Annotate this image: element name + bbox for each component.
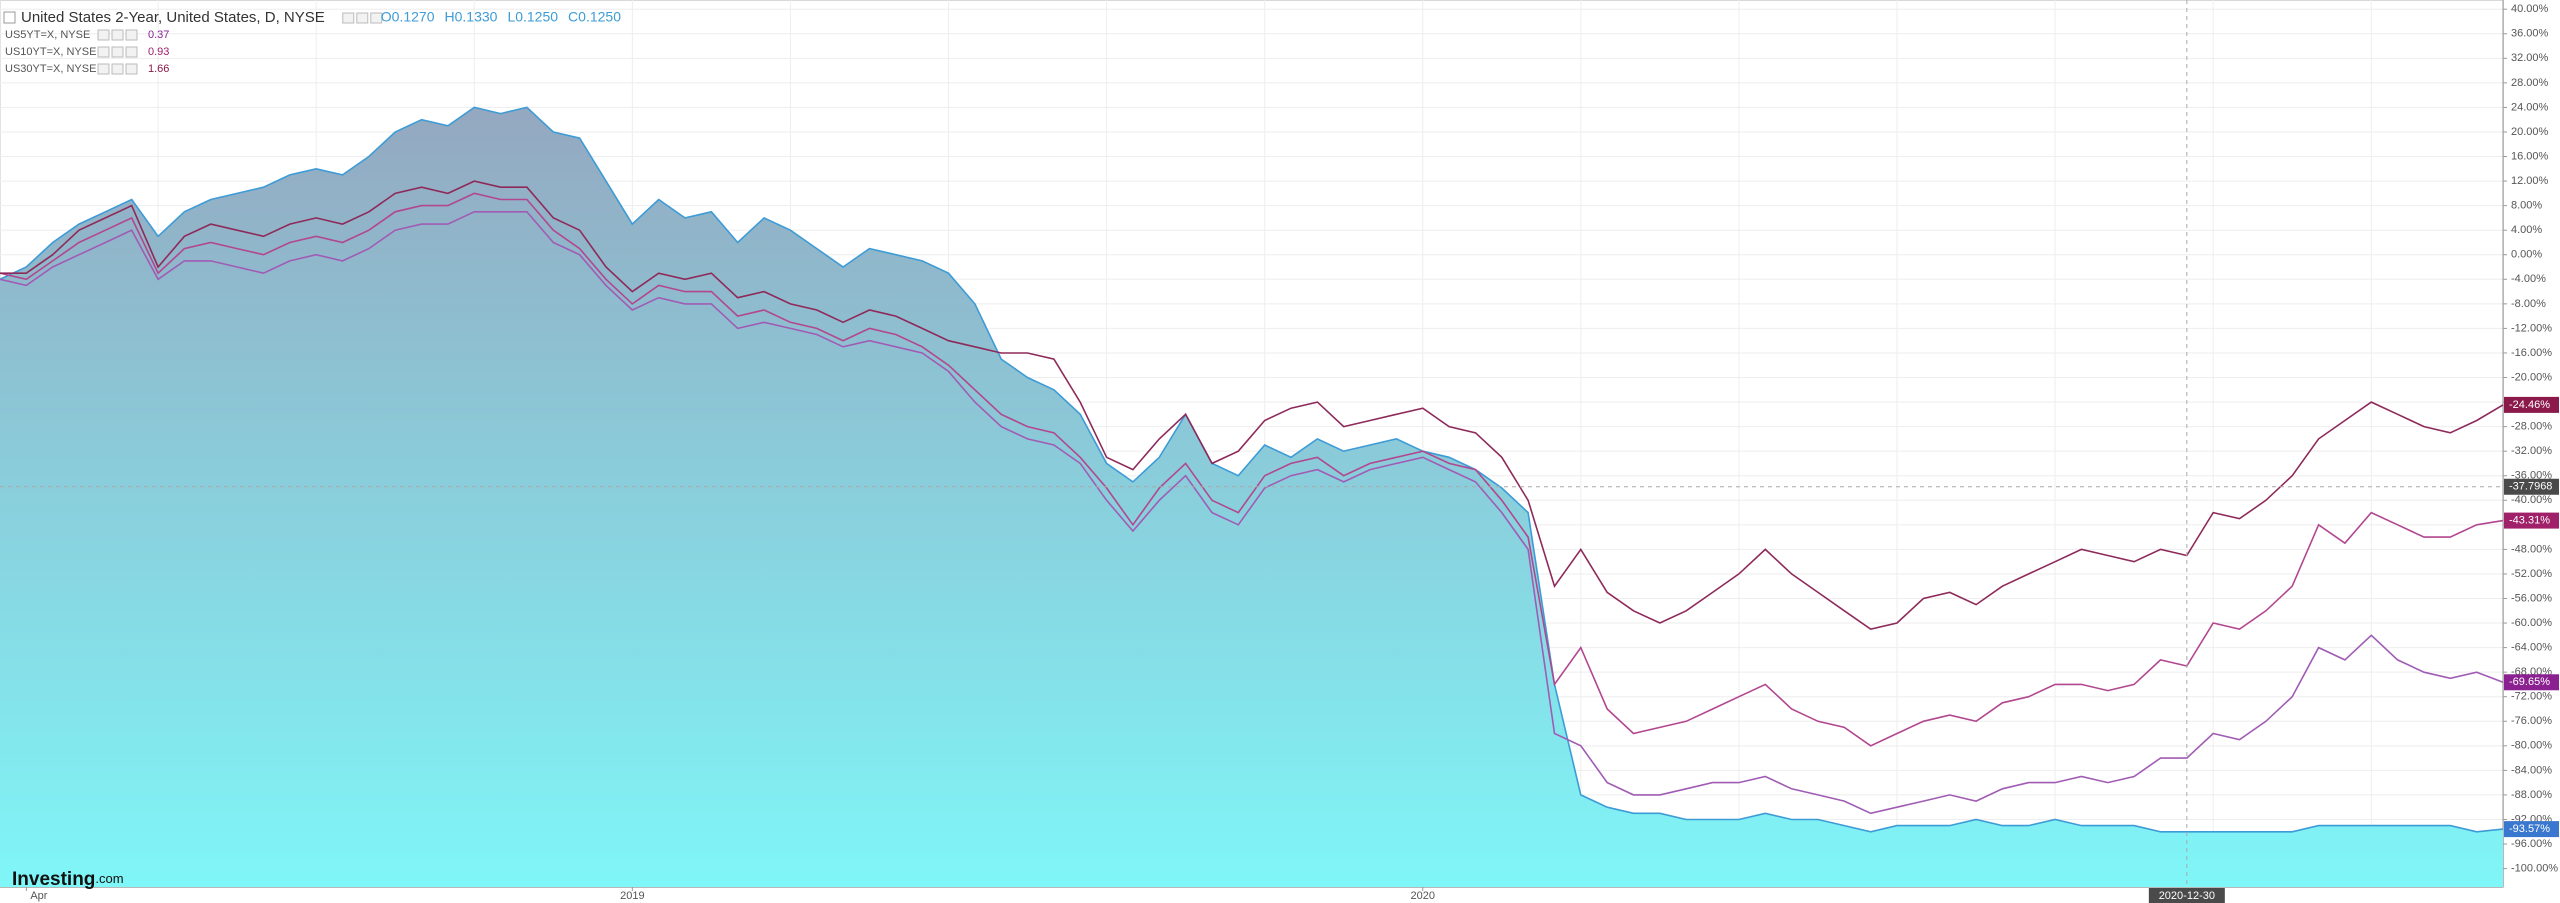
crosshair-x-label: 2020-12-30 — [2159, 890, 2215, 902]
logo-main: Investing — [12, 869, 95, 890]
legend-icon[interactable] — [97, 63, 110, 75]
value-tag — [2504, 674, 2559, 691]
legend-icon[interactable] — [97, 29, 110, 41]
plot — [0, 106, 2504, 887]
y-tick-label: -32.00% — [2511, 445, 2552, 457]
legend-icon[interactable] — [370, 12, 383, 24]
y-tick-label: -76.00% — [2511, 715, 2552, 727]
y-tick-label: -52.00% — [2511, 568, 2552, 580]
y-tick-label: 16.00% — [2511, 150, 2549, 162]
legend-icon[interactable] — [342, 12, 355, 24]
legend-title: United States 2-Year, United States, D, … — [21, 9, 325, 26]
y-tick-label: -20.00% — [2511, 371, 2552, 383]
series-line — [0, 106, 2504, 833]
value-tag — [2504, 512, 2559, 529]
y-tick-label: -64.00% — [2511, 642, 2552, 654]
legend-icon[interactable] — [125, 63, 138, 75]
y-tick-label: -8.00% — [2511, 298, 2546, 310]
y-tick-label: -4.00% — [2511, 273, 2546, 285]
value-tag — [2504, 396, 2559, 413]
y-tick-label: -100.00% — [2511, 862, 2558, 874]
y-tick-label: -60.00% — [2511, 617, 2552, 629]
legend-icon[interactable] — [125, 46, 138, 58]
crosshair-y-label: -37.7968 — [2509, 481, 2552, 493]
crosshair-y-box — [2504, 478, 2559, 495]
value-tag-label: -69.65% — [2509, 676, 2550, 688]
area — [0, 107, 2503, 887]
y-tick-label: 8.00% — [2511, 200, 2542, 212]
ohlc-value: O0.1270 — [381, 9, 435, 25]
legend-name: US10YT=X, NYSE — [5, 46, 96, 58]
crosshair-x-box — [2148, 888, 2225, 903]
legend-icon[interactable] — [111, 46, 124, 58]
y-tick-label: -84.00% — [2511, 764, 2552, 776]
legend-value: 1.66 — [148, 63, 169, 75]
y-tick-label: -80.00% — [2511, 740, 2552, 752]
y-tick-label: -72.00% — [2511, 691, 2552, 703]
y-tick-label: -12.00% — [2511, 322, 2552, 334]
y-tick-label: -16.00% — [2511, 347, 2552, 359]
ohlc-value: H0.1330 — [445, 9, 498, 25]
y-tick-label: -36.00% — [2511, 470, 2552, 482]
legend-value: 0.93 — [148, 46, 169, 58]
legend-icon[interactable] — [356, 12, 369, 24]
y-tick-label: 4.00% — [2511, 224, 2542, 236]
value-tag — [2504, 821, 2559, 838]
series-line — [0, 180, 2504, 631]
legend-value: 0.37 — [148, 29, 169, 41]
y-tick-label: 40.00% — [2511, 3, 2549, 15]
logo-suffix: .com — [95, 871, 123, 886]
x-tick-label: 2019 — [620, 890, 644, 902]
legend-icon[interactable] — [125, 29, 138, 41]
legend-icon[interactable] — [97, 46, 110, 58]
y-tick-label: -48.00% — [2511, 543, 2552, 555]
value-tag-label: -24.46% — [2509, 399, 2550, 411]
y-tick-label: 32.00% — [2511, 52, 2549, 64]
y-tick-label: -88.00% — [2511, 789, 2552, 801]
legend-name: US5YT=X, NYSE — [5, 29, 90, 41]
y-tick-label: 20.00% — [2511, 126, 2549, 138]
y-tick-label: -40.00% — [2511, 494, 2552, 506]
legend-icon[interactable] — [111, 29, 124, 41]
x-tick-label: 2020 — [1411, 890, 1435, 902]
ohlc-value: L0.1250 — [507, 9, 558, 25]
legend-name: US30YT=X, NYSE — [5, 63, 96, 75]
series-line — [0, 192, 2504, 747]
y-tick-label: 12.00% — [2511, 175, 2549, 187]
x-tick-label: Apr — [30, 890, 47, 902]
y-tick-label: -96.00% — [2511, 838, 2552, 850]
legend-icon[interactable] — [111, 63, 124, 75]
ohlc-value: C0.1250 — [568, 9, 621, 25]
y-tick-label: 24.00% — [2511, 101, 2549, 113]
value-tag-label: -43.31% — [2509, 515, 2550, 527]
series-line — [0, 211, 2504, 815]
y-tick-label: 0.00% — [2511, 249, 2542, 261]
y-tick-label: 28.00% — [2511, 77, 2549, 89]
collapse-button[interactable] — [3, 11, 16, 24]
y-tick-label: 36.00% — [2511, 28, 2549, 40]
y-tick-label: -28.00% — [2511, 421, 2552, 433]
value-tag-label: -93.57% — [2509, 823, 2550, 835]
logo: Investing.com — [12, 869, 124, 890]
y-tick-label: -56.00% — [2511, 592, 2552, 604]
